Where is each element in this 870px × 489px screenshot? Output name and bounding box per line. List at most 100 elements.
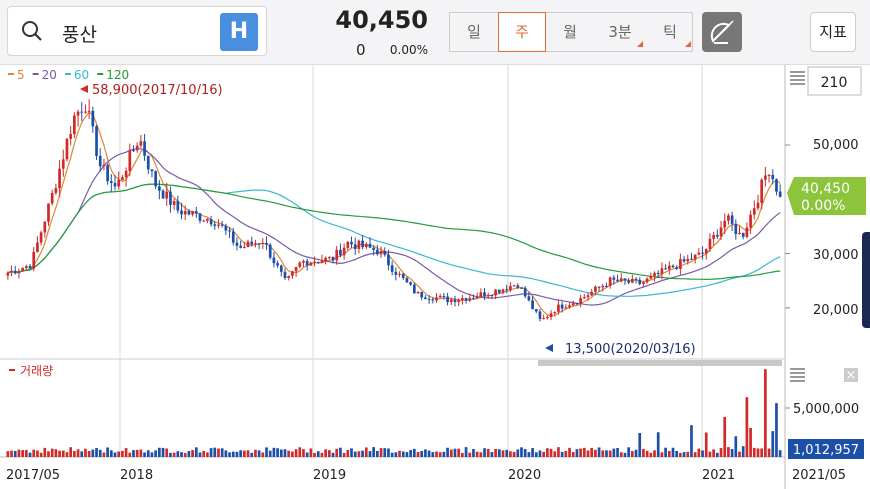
volume-bar bbox=[294, 449, 298, 457]
period-tab-2[interactable]: 주 bbox=[498, 12, 546, 52]
candle-body bbox=[778, 191, 782, 197]
candle-body bbox=[490, 295, 494, 297]
volume-bar bbox=[752, 447, 756, 457]
volume-bar bbox=[616, 448, 619, 457]
ma-line-20 bbox=[7, 148, 781, 306]
candle-body bbox=[235, 242, 239, 246]
candle-body bbox=[87, 110, 91, 112]
candle-body bbox=[368, 243, 372, 248]
candle-body bbox=[109, 181, 113, 184]
volume-bar bbox=[335, 448, 339, 457]
volume-bar bbox=[165, 448, 169, 457]
period-tab-4[interactable]: 3분 bbox=[594, 13, 646, 51]
period-tab-5[interactable]: 틱 bbox=[646, 13, 694, 51]
candle-body bbox=[479, 292, 483, 297]
menu-lines-icon-2 bbox=[790, 376, 805, 378]
volume-bar bbox=[398, 450, 401, 457]
period-tab-3[interactable]: 월 bbox=[563, 23, 577, 41]
candle-body bbox=[202, 220, 206, 222]
volume-bar bbox=[346, 449, 350, 457]
volume-bar bbox=[623, 452, 627, 457]
candle-body bbox=[69, 134, 73, 139]
candle-body bbox=[161, 190, 165, 199]
h-button[interactable]: H bbox=[220, 13, 258, 51]
volume-bar bbox=[357, 451, 361, 457]
candle-body bbox=[505, 289, 509, 291]
candle-body bbox=[217, 224, 220, 226]
volume-bar bbox=[287, 450, 291, 457]
candle-body bbox=[276, 263, 279, 266]
candle-body bbox=[667, 265, 671, 270]
candle-body bbox=[158, 186, 161, 191]
period-tab-1[interactable]: 일 bbox=[467, 23, 481, 41]
side-drawer-handle[interactable] bbox=[862, 232, 870, 328]
candle-body bbox=[339, 249, 342, 256]
candle-body bbox=[546, 317, 549, 319]
candle-body bbox=[756, 202, 760, 209]
high-arrow-icon bbox=[80, 85, 88, 93]
low-annotation: 13,500(2020/03/16) bbox=[565, 342, 696, 357]
candle-body bbox=[424, 297, 427, 300]
candle-body bbox=[464, 298, 468, 301]
candle-body bbox=[682, 259, 686, 262]
candle-body bbox=[165, 191, 169, 199]
volume-bar bbox=[520, 447, 523, 457]
volume-bar bbox=[135, 449, 139, 457]
volume-bar bbox=[594, 449, 597, 457]
candle-body bbox=[534, 309, 538, 312]
stock-search-box[interactable]: 풍산 H bbox=[7, 6, 267, 56]
volume-bar bbox=[501, 450, 505, 457]
volume-bar bbox=[213, 447, 217, 457]
volume-bar bbox=[28, 452, 32, 457]
volume-bar bbox=[50, 448, 54, 457]
candle-body bbox=[261, 242, 265, 244]
volume-bar bbox=[446, 447, 449, 457]
candle-body bbox=[387, 254, 390, 266]
volume-bar bbox=[194, 447, 198, 457]
volume-bar bbox=[464, 447, 468, 457]
candle-body bbox=[379, 251, 383, 255]
volume-bar bbox=[73, 451, 76, 457]
volume-bar bbox=[353, 451, 357, 457]
volume-bar bbox=[54, 449, 58, 457]
volume-bar bbox=[453, 448, 457, 457]
volume-bar bbox=[39, 452, 43, 457]
volume-bar bbox=[560, 451, 564, 457]
candle-body bbox=[316, 261, 320, 263]
price-tick-2: 30,000 bbox=[813, 248, 859, 263]
candle-body bbox=[372, 247, 376, 250]
volume-bar bbox=[512, 451, 516, 457]
candle-body bbox=[24, 266, 28, 268]
ma-legend-5: 5 bbox=[17, 68, 25, 82]
candle-body bbox=[80, 111, 84, 113]
volume-bar bbox=[531, 448, 534, 457]
volume-bar bbox=[327, 450, 331, 457]
lens-button[interactable] bbox=[702, 12, 742, 52]
volume-bar bbox=[667, 450, 671, 457]
volume-bar bbox=[342, 452, 346, 457]
volume-bar bbox=[468, 452, 472, 457]
candle-body bbox=[239, 245, 242, 248]
volume-bar bbox=[442, 451, 446, 457]
candle-body bbox=[250, 241, 254, 245]
volume-bar bbox=[302, 449, 305, 457]
candle-body bbox=[564, 307, 568, 309]
candle-body bbox=[630, 278, 634, 283]
count-box-label: 210 bbox=[821, 75, 848, 91]
candle-body bbox=[405, 277, 409, 283]
indicator-button[interactable]: 지표 bbox=[810, 12, 856, 52]
volume-bar bbox=[627, 447, 630, 457]
candle-body bbox=[28, 266, 32, 269]
candle-body bbox=[760, 179, 764, 203]
candle-body bbox=[172, 201, 176, 205]
volume-bar bbox=[250, 452, 254, 457]
candle-body bbox=[516, 285, 520, 288]
candle-body bbox=[619, 278, 623, 282]
volume-bar bbox=[24, 449, 28, 457]
volume-bar bbox=[117, 451, 121, 457]
candle-body bbox=[265, 242, 268, 245]
volume-bar bbox=[741, 446, 745, 457]
volume-bar bbox=[291, 451, 294, 457]
